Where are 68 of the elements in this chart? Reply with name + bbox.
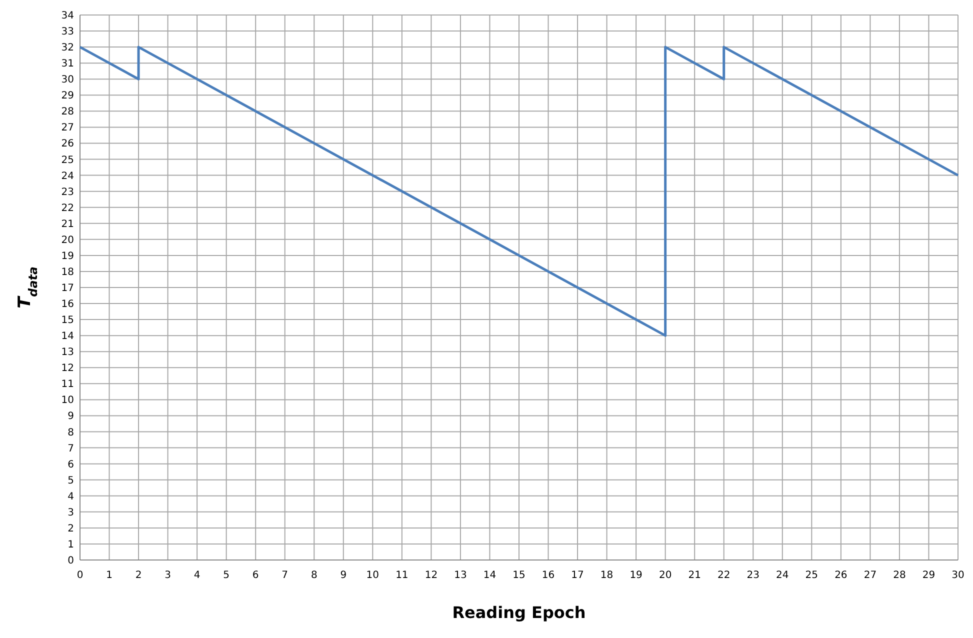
- y-tick-label: 2: [68, 523, 74, 534]
- y-tick-label: 24: [61, 170, 74, 182]
- x-tick-label: 7: [282, 570, 288, 581]
- y-tick-label: 19: [61, 250, 74, 262]
- x-tick-label: 12: [424, 570, 438, 581]
- x-tick-label: 5: [223, 570, 230, 581]
- x-tick-label: 30: [952, 570, 964, 581]
- y-tick-label: 7: [68, 443, 74, 454]
- y-tick-label: 9: [68, 411, 74, 422]
- y-tick-label: 34: [61, 10, 74, 22]
- y-tick-label: 21: [61, 218, 74, 230]
- x-tick-label: 16: [542, 570, 555, 581]
- x-tick-label: 1: [106, 570, 112, 581]
- x-tick-label: 25: [805, 570, 818, 581]
- y-tick-label: 13: [61, 347, 74, 358]
- x-tick-label: 15: [512, 570, 526, 581]
- y-tick-label: 26: [61, 138, 74, 150]
- x-tick-label: 17: [571, 570, 584, 581]
- y-tick-label: 12: [61, 363, 74, 374]
- y-tick-label: 20: [61, 234, 74, 246]
- y-tick-label: 8: [68, 427, 74, 438]
- y-tick-label: 1: [68, 539, 74, 550]
- line-series: [78, 46, 960, 337]
- y-tick-label: 29: [61, 90, 74, 102]
- y-tick-label: 14: [61, 331, 74, 342]
- x-tick-label: 14: [483, 570, 496, 581]
- x-tick-label: 26: [834, 570, 848, 581]
- x-tick-label: 6: [252, 570, 259, 581]
- x-tick-label: 2: [135, 570, 142, 581]
- x-tick-label: 11: [396, 570, 408, 581]
- x-tick-label: 22: [718, 570, 730, 581]
- x-tick-label: 3: [164, 570, 171, 581]
- x-tick-label: 9: [340, 570, 347, 581]
- x-tick-label: 20: [658, 570, 672, 581]
- x-tick-label: 19: [630, 570, 642, 581]
- y-tick-label: 15: [61, 315, 74, 326]
- y-tick-label: 31: [61, 58, 74, 70]
- x-tick-label: 27: [864, 570, 877, 581]
- y-tick-label: 6: [68, 459, 74, 470]
- x-axis-title: Reading Epoch: [452, 603, 586, 622]
- x-tick-label: 10: [366, 570, 380, 581]
- y-tick-label: 22: [61, 202, 74, 214]
- x-tick-label: 18: [600, 570, 614, 581]
- x-tick-label: 0: [76, 570, 84, 581]
- y-tick-label: 23: [61, 186, 74, 198]
- y-tick-label: 11: [61, 379, 74, 390]
- y-tick-label: 30: [61, 74, 74, 86]
- x-tick-label: 8: [310, 570, 318, 581]
- x-tick-label: 13: [454, 570, 467, 581]
- x-tick-label: 28: [893, 570, 906, 581]
- y-tick-label: 25: [61, 154, 74, 166]
- y-tick-label: 33: [61, 26, 74, 38]
- y-tick-label: 0: [68, 556, 74, 566]
- y-tick-label: 32: [61, 42, 74, 54]
- y-tick-label: 3: [68, 507, 74, 518]
- y-tick-label: 28: [61, 106, 74, 118]
- y-tick-label: 5: [68, 475, 74, 486]
- x-tick-label: 24: [776, 570, 789, 581]
- x-tick-label: 23: [746, 570, 760, 581]
- y-tick-label: 10: [61, 395, 74, 406]
- y-tick-label: 27: [61, 122, 74, 134]
- y-tick-label: 4: [68, 491, 74, 502]
- x-tick-label: 29: [922, 570, 936, 581]
- y-tick-label: 18: [61, 266, 74, 278]
- y-tick-label: 16: [61, 299, 74, 310]
- y-tick-label: 17: [61, 283, 74, 294]
- x-tick-label: 21: [688, 570, 701, 581]
- x-tick-label: 4: [194, 570, 200, 581]
